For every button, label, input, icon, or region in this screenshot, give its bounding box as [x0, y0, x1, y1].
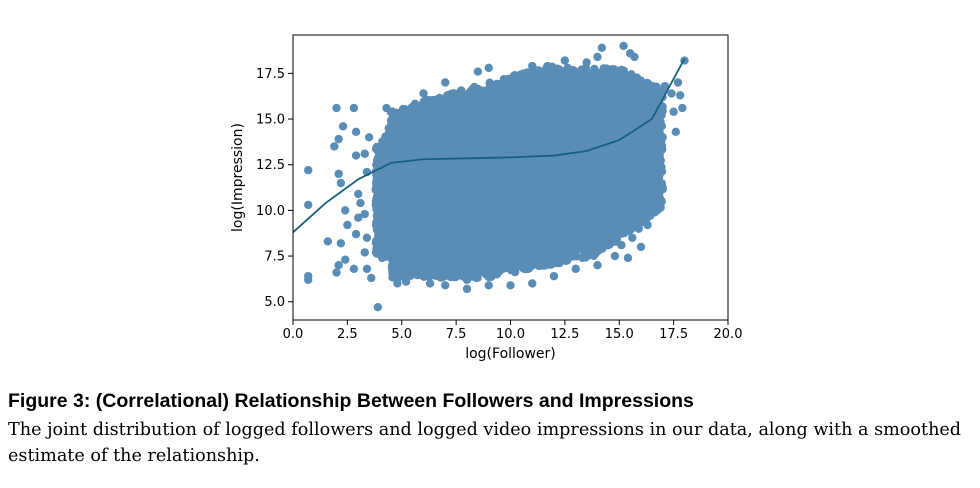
- scatter-point: [491, 81, 500, 90]
- scatter-point: [518, 73, 528, 82]
- scatter-point: [563, 253, 572, 263]
- scatter-point: [555, 68, 564, 77]
- scatter-point: [422, 95, 432, 105]
- scatter-point: [371, 248, 381, 257]
- scatter-point: [658, 183, 667, 193]
- scatter-point: [373, 198, 383, 207]
- scatter-point: [601, 65, 610, 74]
- scatter-point: [442, 269, 451, 278]
- scatter-point: [643, 78, 652, 88]
- scatter-points: [304, 41, 689, 312]
- scatter-point: [605, 240, 614, 249]
- scatter-point: [371, 238, 381, 248]
- scatter-point: [589, 251, 598, 260]
- scatter-point: [414, 101, 423, 111]
- scatter-point: [652, 82, 661, 92]
- scatter-point: [454, 90, 463, 99]
- scatter-point: [656, 117, 665, 127]
- scatter-chart: 0.0 2.5 5.0 7.5 10.0 12.5 15.0 17.5 20.0 5.07.51…: [230, 34, 742, 362]
- scatter-point: [506, 265, 516, 275]
- scatter-point: [580, 66, 589, 75]
- scatter-point: [542, 260, 551, 270]
- scatter-point: [398, 104, 408, 114]
- scatter-point: [503, 74, 513, 84]
